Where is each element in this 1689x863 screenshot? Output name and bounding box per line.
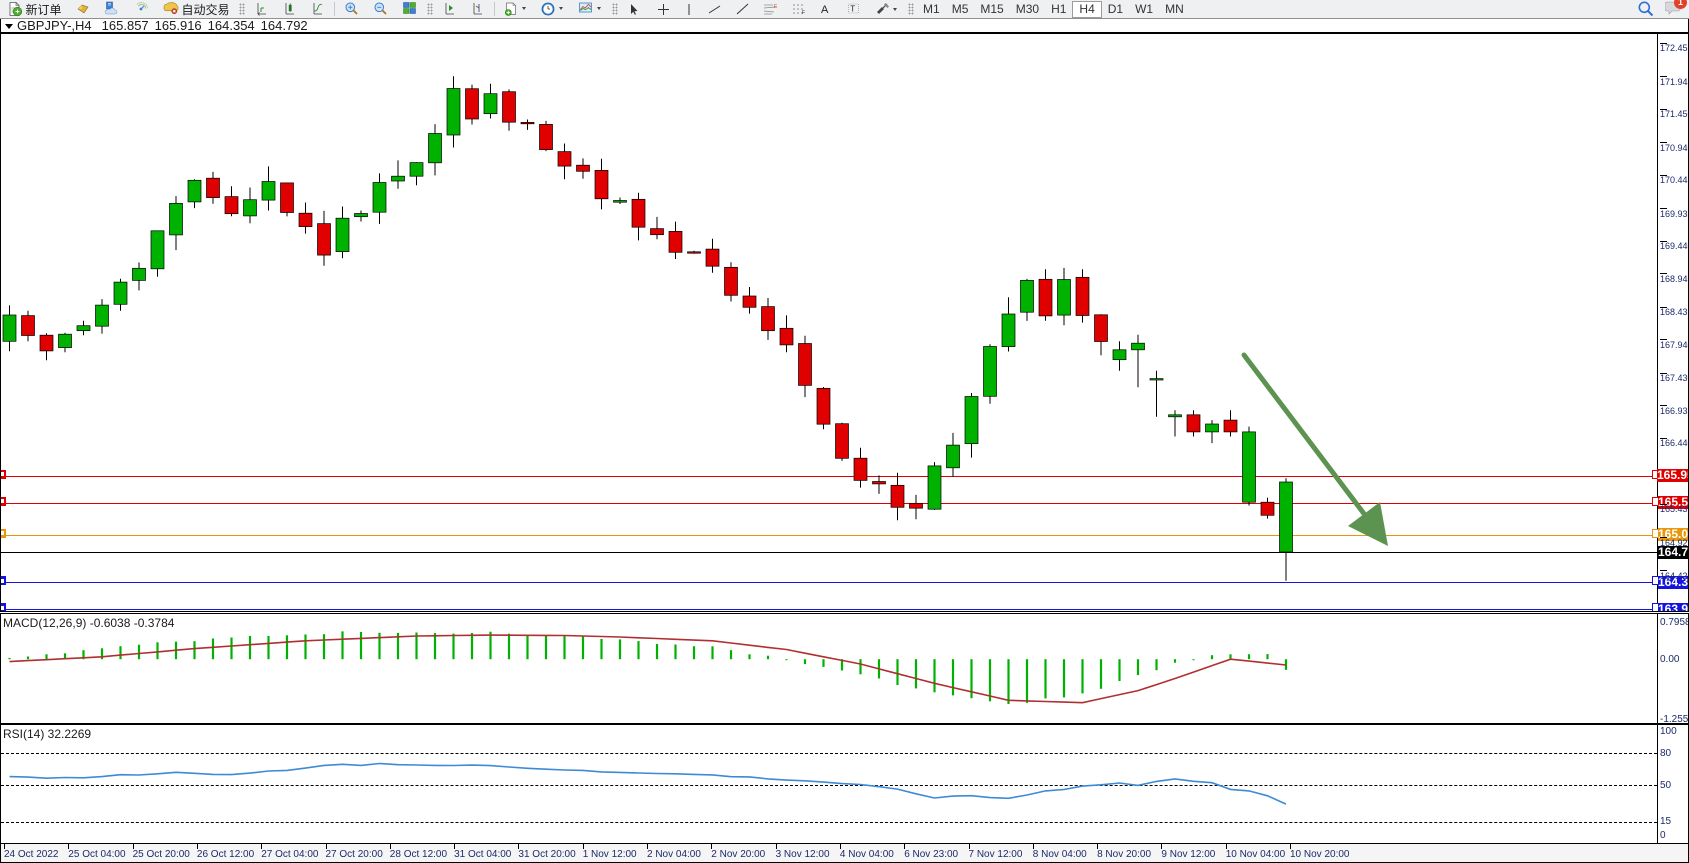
svg-text:A: A	[821, 4, 829, 16]
svg-text:E: E	[774, 4, 778, 10]
svg-text:F: F	[802, 10, 805, 16]
svg-text:T: T	[850, 4, 855, 13]
